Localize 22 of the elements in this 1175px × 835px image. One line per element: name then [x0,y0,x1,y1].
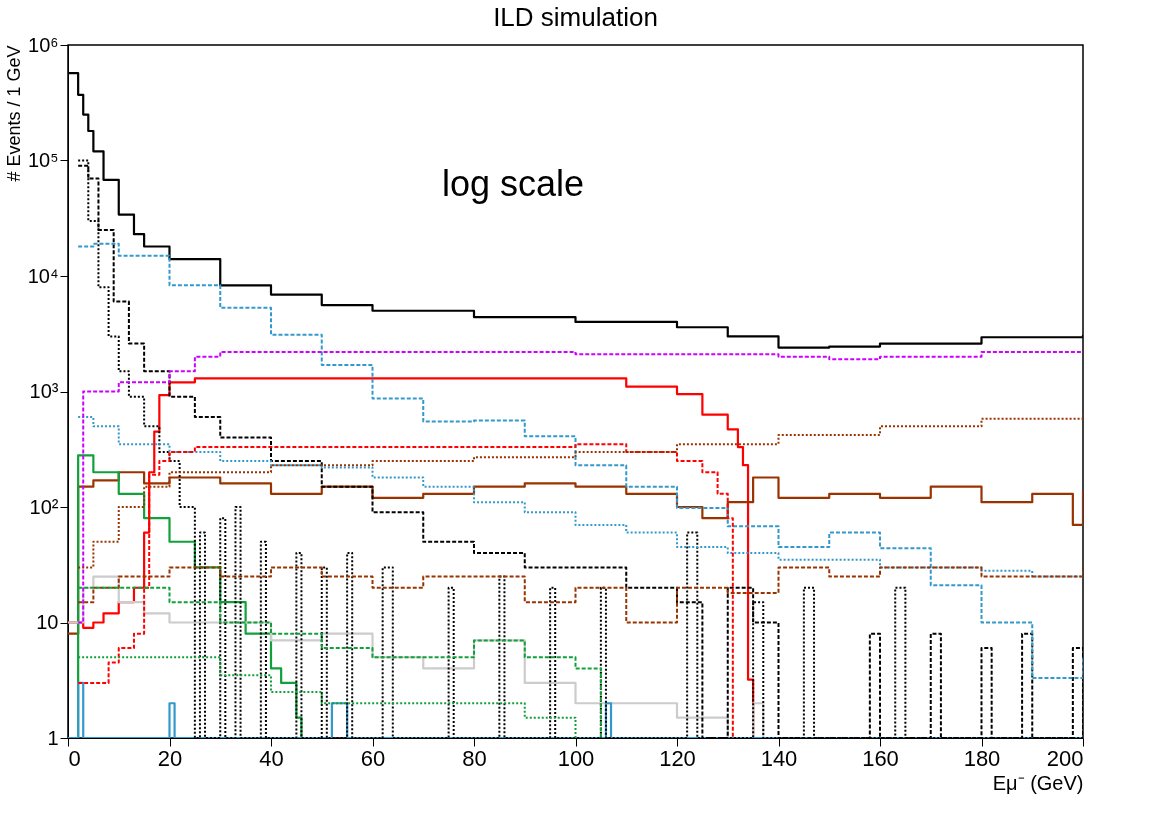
x-tick-label: 140 [760,745,798,771]
y-tick-label: 10⁶ [28,33,59,56]
x-tick-label: 60 [360,745,386,771]
y-tick-label: 10 [36,611,59,633]
y-tick-label: 1 [47,726,59,749]
x-tick-label: 0 [68,745,81,771]
y-tick-label: 10³ [29,380,59,402]
x-tick-label: 100 [557,745,595,771]
annotation: log scale [441,163,585,204]
x-tick-label: 160 [862,745,899,771]
y-tick-label: 10⁵ [27,149,59,171]
x-tick-label: 120 [659,745,696,771]
x-tick-label: 20 [157,745,183,771]
chart-title: ILD simulation [493,2,658,32]
x-tick-label: 80 [462,745,487,771]
x-tick-label: 200 [1046,745,1084,771]
x-tick-label: 40 [259,745,284,771]
x-axis-title: Eμ⁻ (GeV) [992,771,1084,794]
y-axis-title: # Events / 1 GeV [3,45,24,182]
x-tick-label: 180 [963,745,1001,771]
y-tick-label: 10² [29,495,59,518]
y-tick-label: 10⁴ [27,264,59,287]
